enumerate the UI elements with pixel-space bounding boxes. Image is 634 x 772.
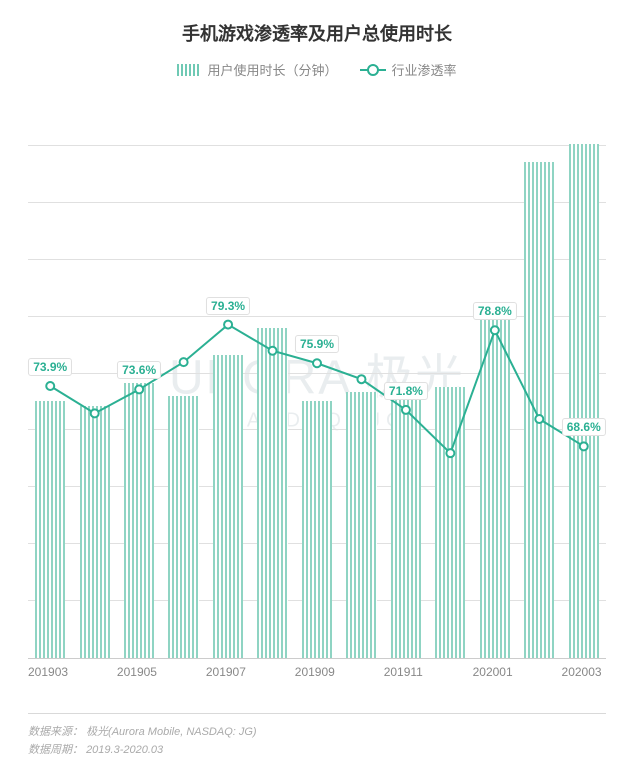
bar <box>302 401 332 658</box>
legend-bar-icon <box>177 64 201 76</box>
x-tick: 201905 <box>117 665 206 679</box>
x-tick: 201903 <box>28 665 117 679</box>
x-tick: 201907 <box>206 665 295 679</box>
x-tick: 202003 <box>562 665 606 679</box>
legend-line-label: 行业渗透率 <box>392 60 457 79</box>
footer-source-value: 极光(Aurora Mobile, NASDAQ: JG) <box>86 726 257 738</box>
legend-bar-label: 用户使用时长（分钟） <box>207 60 337 79</box>
footer-period-label: 数据周期： <box>28 744 83 756</box>
footer: 数据来源： 极光(Aurora Mobile, NASDAQ: JG) 数据周期… <box>28 713 606 759</box>
x-tick: 202001 <box>473 665 562 679</box>
line-point-label: 71.8% <box>384 382 428 400</box>
footer-period-value: 2019.3-2020.03 <box>86 744 163 756</box>
bar <box>168 396 198 658</box>
bar <box>80 406 110 658</box>
bar <box>257 328 287 658</box>
bar <box>480 318 510 658</box>
grid-line <box>28 316 606 317</box>
legend: 用户使用时长（分钟） 行业渗透率 <box>28 60 606 79</box>
bar <box>569 144 599 658</box>
line-point-label: 73.9% <box>28 358 72 376</box>
line-point-label: 78.8% <box>473 302 517 320</box>
plot-area: URORA 极光 NASDAQ: JG 73.9%73.6%79.3%75.9%… <box>28 89 606 659</box>
legend-line-icon <box>360 64 386 76</box>
bar <box>124 383 154 658</box>
line-point-label: 73.6% <box>117 361 161 379</box>
x-tick: 201911 <box>384 665 473 679</box>
grid-line <box>28 202 606 203</box>
footer-source: 数据来源： 极光(Aurora Mobile, NASDAQ: JG) <box>28 724 606 742</box>
bar <box>391 392 421 658</box>
bar <box>346 392 376 658</box>
line-point-label: 79.3% <box>206 297 250 315</box>
footer-source-label: 数据来源： <box>28 726 83 738</box>
chart-container: 手机游戏渗透率及用户总使用时长 用户使用时长（分钟） 行业渗透率 URORA 极… <box>0 0 634 772</box>
grid-line <box>28 145 606 146</box>
footer-period: 数据周期： 2019.3-2020.03 <box>28 742 606 760</box>
grid-line <box>28 259 606 260</box>
bar <box>435 387 465 658</box>
bar <box>524 162 554 658</box>
chart-title: 手机游戏渗透率及用户总使用时长 <box>28 20 606 46</box>
line-point-label: 75.9% <box>295 335 339 353</box>
x-axis: 2019032019052019072019092019112020012020… <box>28 665 606 679</box>
bar <box>213 355 243 658</box>
x-tick: 201909 <box>295 665 384 679</box>
legend-item-line: 行业渗透率 <box>360 60 457 79</box>
line-point-label: 68.6% <box>562 418 606 436</box>
bar <box>35 401 65 658</box>
legend-item-bar: 用户使用时长（分钟） <box>177 60 337 79</box>
grid-line <box>28 373 606 374</box>
